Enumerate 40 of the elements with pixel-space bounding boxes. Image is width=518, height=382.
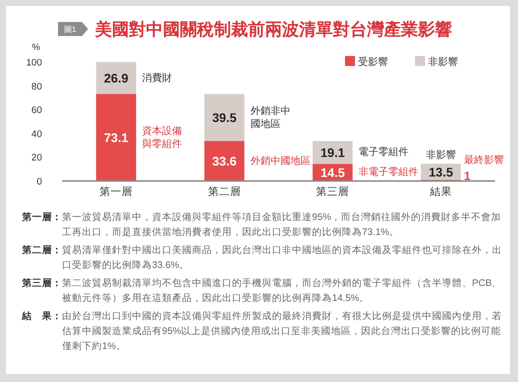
- data-label: 1: [464, 169, 471, 183]
- y-tick-label: 60: [31, 105, 42, 116]
- data-label: 26.9: [104, 72, 128, 86]
- bar: [204, 141, 244, 181]
- data-label: 39.5: [212, 111, 237, 126]
- bar: [96, 62, 136, 94]
- chart-subtitle: 圖1: [64, 25, 77, 34]
- annotation: 非電子零組件: [358, 166, 419, 179]
- legend-label: 受影響: [358, 56, 388, 68]
- chart-title: 美國對中國關稅制裁前兩波清單對台灣產業影響: [94, 20, 452, 39]
- x-tick-label: 第二層: [208, 186, 241, 198]
- annotation: 電子零組件: [358, 146, 409, 159]
- data-label: 13.5: [428, 165, 454, 180]
- text: 第三層：第二波貿易制裁清單均不包含中國進口的手機與電腦，而台灣外銷的電子零組件（含半導體、PCB、被動元件等）多用在這類產品，因此出口受影響的比例再降為14.5%。: [22, 277, 502, 306]
- badge: 圖1: [58, 22, 88, 36]
- annotation: 外銷非中國地區: [250, 104, 292, 130]
- y-tick-label: 100: [26, 58, 42, 68]
- data-label: 14.5: [320, 166, 345, 180]
- text: 結 果：由於台灣出口到中國的資本設備與零組件所製成的最終消費財，有很大比例是提供中國國內使用，若估算中國製造業成品有95%以上是供國內使用或出口至非美國地區，因此台灣出口受影響的比例可能僅剩下約1%。: [22, 310, 502, 354]
- data-label: 73.1: [104, 131, 128, 146]
- y-axis-title: %: [32, 42, 40, 52]
- x-tick-label: 結果: [428, 186, 452, 198]
- y-tick-label: 80: [31, 81, 42, 92]
- y-tick-label: 0: [36, 176, 42, 188]
- text: 第二層：貿易清單僅針對中國出口美國商品，因此台灣出口非中國地區的資本設備及零組件也可排除在外，出口受影響的比例降為33.6%。: [22, 244, 502, 273]
- annotation: 消費財: [142, 72, 172, 84]
- annotation: 資本設備與零組件: [142, 124, 184, 150]
- legend-label: 非影響: [428, 56, 458, 68]
- y-tick-label: 20: [31, 152, 42, 164]
- x-tick-label: 第三層: [316, 186, 350, 198]
- text: 第一層：第一波貿易清單中，資本設備與零組件等項目金額比重達95%，而台灣銷往國外的消費財多半不會加工再出口，而是直接供當地消費者使用，因此出口受影響的比例降為73.1%。: [22, 211, 502, 240]
- bar: [96, 94, 136, 181]
- bar: [204, 94, 244, 142]
- annotation: 非影響: [426, 148, 456, 162]
- annotation: 外銷中國地區: [250, 154, 310, 168]
- x-tick-label: 第一層: [100, 186, 133, 198]
- annotation: 最終影響: [464, 154, 504, 167]
- data-label: 33.6: [212, 154, 237, 169]
- y-tick-label: 40: [31, 128, 42, 140]
- data-label: 19.1: [320, 146, 345, 160]
